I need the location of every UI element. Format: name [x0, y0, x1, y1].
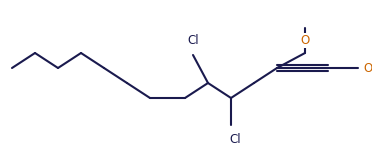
Text: Cl: Cl — [187, 34, 199, 47]
Text: Cl: Cl — [229, 133, 241, 146]
Text: O: O — [363, 62, 372, 75]
Text: O: O — [300, 34, 310, 47]
